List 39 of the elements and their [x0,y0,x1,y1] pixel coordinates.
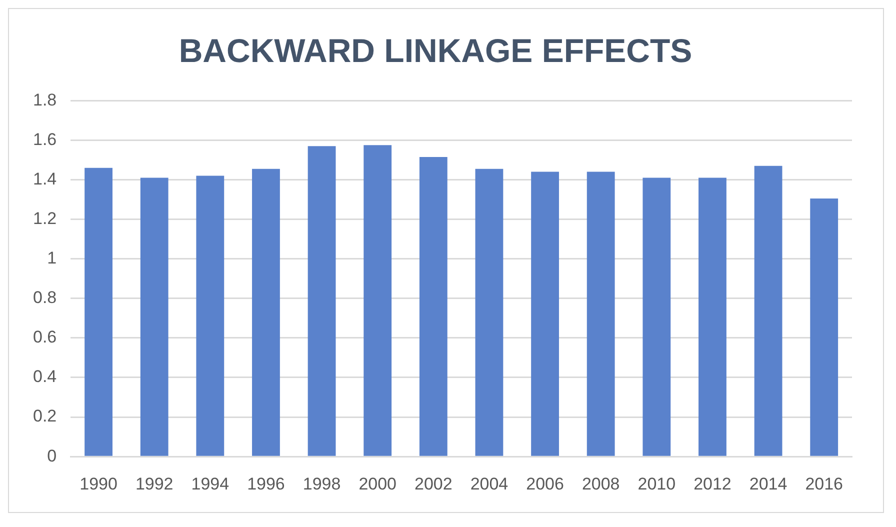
y-tick-label: 0.6 [32,328,57,347]
bar [698,178,726,456]
bar [754,166,782,456]
x-tick-label: 2002 [414,474,452,494]
bar [419,156,448,456]
x-tick-label: 2000 [358,474,397,494]
chart-title: BACKWARD LINKAGE EFFECTS [178,32,692,69]
y-tick-label: 1.6 [32,130,57,149]
bar [586,172,615,456]
y-tick-label: 0.8 [32,288,57,308]
x-tick-label: 2014 [749,474,788,494]
x-tick-label: 2012 [694,474,732,494]
y-tick-label: 0.4 [32,367,57,386]
bar [196,176,224,456]
x-tick-label: 1994 [191,474,230,494]
y-tick-label: 1.4 [32,169,57,188]
x-tick-label: 1996 [247,474,285,494]
y-tick-label: 0.2 [32,406,57,426]
bar [531,172,559,456]
x-tick-label: 2006 [526,474,564,494]
bar [252,168,280,456]
bar [140,178,168,456]
y-tick-label: 1 [47,248,57,268]
x-tick-label: 2008 [582,474,620,494]
x-tick-label: 1990 [80,474,118,494]
x-tick-label: 1992 [135,474,174,494]
bar [475,168,504,456]
bar [810,198,838,456]
bar [364,145,392,456]
y-tick-label: 1.8 [32,90,57,110]
x-tick-label: 2010 [638,474,676,494]
y-tick-label: 0 [47,446,57,466]
x-tick-label: 2016 [805,474,844,494]
x-tick-label: 2004 [470,474,508,494]
x-tick-label: 1998 [302,474,341,494]
y-tick-label: 1.2 [32,208,57,228]
bar [84,168,112,456]
bar [308,146,336,456]
bar [642,178,671,456]
